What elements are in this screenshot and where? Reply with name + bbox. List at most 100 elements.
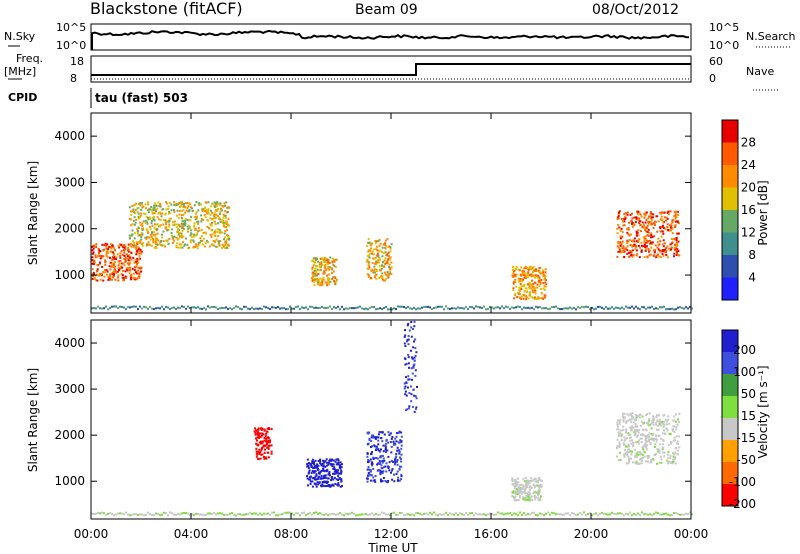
heatmap-cell	[331, 458, 333, 461]
heatmap-cell	[218, 241, 221, 244]
heatmap-cell	[417, 307, 419, 310]
heatmap-cell	[136, 272, 139, 275]
heatmap-cell	[627, 455, 630, 458]
heatmap-cell	[111, 272, 114, 275]
heatmap-cell	[519, 297, 522, 299]
heatmap-cell	[97, 247, 100, 250]
heatmap-cell	[409, 349, 412, 352]
heatmap-cell	[96, 264, 99, 267]
heatmap-cell	[457, 514, 459, 516]
heatmap-cell	[637, 512, 639, 515]
heatmap-cell	[527, 271, 530, 274]
heatmap-cell	[325, 257, 327, 260]
heatmap-cell	[184, 206, 187, 209]
heatmap-cell	[162, 230, 165, 233]
heatmap-cell	[652, 222, 655, 225]
heatmap-cell	[657, 307, 659, 310]
heatmap-cell	[658, 249, 661, 252]
heatmap-cell	[121, 245, 124, 248]
heatmap-cell	[224, 204, 227, 207]
heatmap-cell	[206, 212, 209, 215]
heatmap-cell	[134, 259, 137, 262]
heatmap-cell	[385, 260, 388, 263]
heatmap-cell	[218, 216, 221, 219]
heatmap-cell	[629, 434, 632, 437]
heatmap-cell	[429, 511, 431, 514]
heatmap-cell	[223, 202, 226, 205]
heatmap-cell	[317, 477, 320, 480]
heatmap-cell	[555, 513, 557, 516]
heatmap-cell	[333, 468, 336, 470]
heatmap-cell	[137, 308, 139, 310]
heatmap-cell	[404, 358, 407, 360]
heatmap-cell	[644, 230, 647, 233]
heatmap-cell	[648, 254, 651, 257]
heatmap-cell	[381, 440, 384, 443]
heatmap-cell	[650, 461, 652, 464]
heatmap-cell	[379, 473, 382, 476]
heatmap-cell	[520, 488, 523, 490]
heatmap-cell	[160, 240, 163, 242]
heatmap-cell	[382, 243, 385, 246]
x-axis-ticks: 00:00 04:00 08:00 12:00 16:00 20:00 00:00	[74, 113, 708, 541]
heatmap-cell	[200, 239, 202, 242]
heatmap-cell	[672, 452, 674, 455]
heatmap-cell	[144, 203, 147, 206]
heatmap-cell	[511, 483, 514, 486]
heatmap-cell	[198, 229, 201, 232]
heatmap-cell	[628, 221, 630, 224]
heatmap-cell	[512, 287, 515, 290]
heatmap-cell	[414, 374, 417, 377]
heatmap-cell	[91, 245, 94, 248]
heatmap-cell	[635, 232, 638, 235]
heatmap-cell	[95, 307, 97, 310]
heatmap-cell	[192, 235, 195, 238]
heatmap-cell	[623, 416, 626, 419]
heatmap-cell	[660, 212, 663, 215]
heatmap-cell	[322, 467, 325, 470]
heatmap-cell	[627, 226, 630, 229]
heatmap-cell	[127, 243, 130, 246]
velocity-scale-swatch	[722, 374, 738, 396]
heatmap-cell	[216, 228, 219, 231]
heatmap-cell	[374, 256, 377, 259]
heatmap-cell	[435, 306, 437, 309]
heatmap-cell	[326, 274, 329, 277]
heatmap-cell	[404, 334, 407, 337]
heatmap-cell	[649, 306, 651, 309]
heatmap-cell	[537, 497, 540, 500]
heatmap-cell	[178, 225, 181, 228]
heatmap-cell	[199, 241, 202, 244]
heatmap-cell	[445, 511, 447, 514]
heatmap-cell	[654, 443, 657, 446]
heatmap-cell	[538, 270, 541, 273]
heatmap-cell	[523, 294, 525, 297]
heatmap-cell	[163, 308, 165, 311]
heatmap-cell	[331, 463, 334, 466]
heatmap-cell	[264, 448, 266, 451]
heatmap-cell	[306, 458, 309, 461]
heatmap-cell	[190, 229, 193, 232]
power-scale-tick: 16	[741, 203, 756, 217]
heatmap-cell	[665, 219, 667, 222]
heatmap-cell	[397, 513, 399, 516]
heatmap-cell	[117, 260, 120, 263]
heatmap-cell	[656, 215, 659, 218]
heatmap-cell	[431, 513, 433, 516]
heatmap-cell	[136, 228, 139, 231]
heatmap-cell	[243, 305, 245, 308]
heatmap-cell	[511, 266, 514, 269]
heatmap-cell	[266, 430, 269, 433]
heatmap-cell	[673, 512, 675, 514]
heatmap-cell	[214, 245, 217, 248]
heatmap-cell	[639, 224, 642, 226]
heatmap-cell	[123, 258, 126, 261]
heatmap-cell	[270, 428, 273, 431]
heatmap-cell	[654, 445, 657, 448]
heatmap-cell	[620, 429, 623, 432]
heatmap-cell	[355, 514, 357, 517]
heatmap-cell	[137, 217, 140, 220]
heatmap-cell	[262, 445, 265, 448]
heatmap-cell	[136, 230, 139, 233]
heatmap-cell	[641, 433, 644, 436]
